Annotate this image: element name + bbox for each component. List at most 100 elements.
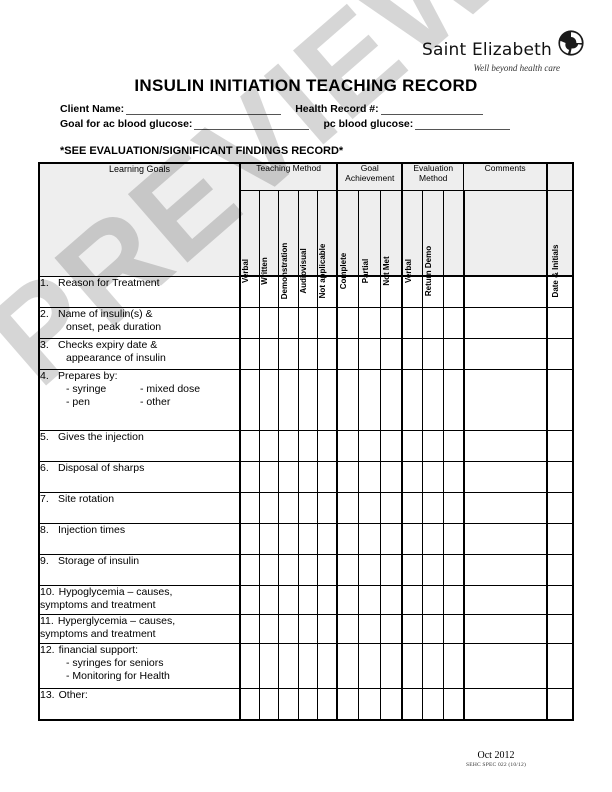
cell-tm-audiovisual[interactable] xyxy=(297,522,319,555)
cell-tm-demonstration[interactable] xyxy=(278,522,299,555)
cell-em-return-demo[interactable] xyxy=(422,613,444,644)
cell-em-blank[interactable] xyxy=(442,429,465,462)
cell-em-blank[interactable] xyxy=(442,642,465,689)
cell-ga-not-met[interactable] xyxy=(380,337,404,370)
cell-em-return-demo[interactable] xyxy=(422,522,444,555)
cell-em-blank[interactable] xyxy=(442,553,465,586)
cell-em-return-demo[interactable] xyxy=(422,553,444,586)
cell-comments[interactable] xyxy=(463,522,549,555)
cell-tm-audiovisual[interactable] xyxy=(297,613,319,644)
cell-ga-complete[interactable] xyxy=(336,584,360,615)
cell-tm-audiovisual[interactable] xyxy=(297,306,319,339)
cell-tm-demonstration[interactable] xyxy=(278,642,299,689)
cell-em-blank[interactable] xyxy=(442,687,465,721)
cell-em-verbal[interactable] xyxy=(401,368,424,431)
cell-ga-partial[interactable] xyxy=(358,460,382,493)
cell-em-blank[interactable] xyxy=(442,337,465,370)
cell-ga-complete[interactable] xyxy=(336,368,360,431)
cell-ga-not-met[interactable] xyxy=(380,687,404,721)
cell-ga-not-met[interactable] xyxy=(380,306,404,339)
cell-em-blank[interactable] xyxy=(442,584,465,615)
cell-date-initials[interactable] xyxy=(546,642,574,689)
cell-ga-complete[interactable] xyxy=(336,306,360,339)
cell-tm-not-applicable[interactable] xyxy=(317,337,339,370)
cell-ga-partial[interactable] xyxy=(358,584,382,615)
cell-tm-not-applicable[interactable] xyxy=(317,429,339,462)
cell-em-blank[interactable] xyxy=(442,613,465,644)
cell-tm-written[interactable] xyxy=(258,306,280,339)
cell-em-return-demo[interactable] xyxy=(422,337,444,370)
cell-tm-verbal[interactable] xyxy=(239,429,260,462)
cell-em-verbal[interactable] xyxy=(401,687,424,721)
cell-em-verbal[interactable] xyxy=(401,584,424,615)
cell-ga-partial[interactable] xyxy=(358,491,382,524)
cell-ga-complete[interactable] xyxy=(336,429,360,462)
cell-ga-not-met[interactable] xyxy=(380,553,404,586)
cell-comments[interactable] xyxy=(463,368,549,431)
cell-comments[interactable] xyxy=(463,337,549,370)
cell-em-return-demo[interactable] xyxy=(422,306,444,339)
cell-em-verbal[interactable] xyxy=(401,429,424,462)
cell-comments[interactable] xyxy=(463,429,549,462)
cell-ga-partial[interactable] xyxy=(358,613,382,644)
cell-tm-verbal[interactable] xyxy=(239,306,260,339)
cell-date-initials[interactable] xyxy=(546,584,574,615)
cell-tm-written[interactable] xyxy=(258,584,280,615)
cell-comments[interactable] xyxy=(463,306,549,339)
cell-tm-verbal[interactable] xyxy=(239,613,260,644)
cell-comments[interactable] xyxy=(463,642,549,689)
cell-em-verbal[interactable] xyxy=(401,522,424,555)
cell-em-verbal[interactable] xyxy=(401,642,424,689)
cell-tm-audiovisual[interactable] xyxy=(297,491,319,524)
cell-em-return-demo[interactable] xyxy=(422,642,444,689)
cell-tm-audiovisual[interactable] xyxy=(297,584,319,615)
cell-tm-demonstration[interactable] xyxy=(278,368,299,431)
cell-tm-not-applicable[interactable] xyxy=(317,687,339,721)
cell-ga-partial[interactable] xyxy=(358,337,382,370)
cell-ga-not-met[interactable] xyxy=(380,491,404,524)
cell-em-verbal[interactable] xyxy=(401,613,424,644)
cell-tm-written[interactable] xyxy=(258,368,280,431)
cell-tm-audiovisual[interactable] xyxy=(297,642,319,689)
cell-tm-written[interactable] xyxy=(258,460,280,493)
cell-tm-not-applicable[interactable] xyxy=(317,584,339,615)
cell-tm-verbal[interactable] xyxy=(239,368,260,431)
cell-tm-verbal[interactable] xyxy=(239,642,260,689)
cell-tm-not-applicable[interactable] xyxy=(317,642,339,689)
cell-em-blank[interactable] xyxy=(442,368,465,431)
cell-tm-not-applicable[interactable] xyxy=(317,491,339,524)
cell-ga-not-met[interactable] xyxy=(380,613,404,644)
cell-ga-partial[interactable] xyxy=(358,306,382,339)
cell-tm-written[interactable] xyxy=(258,337,280,370)
cell-comments[interactable] xyxy=(463,553,549,586)
cell-tm-demonstration[interactable] xyxy=(278,337,299,370)
cell-tm-written[interactable] xyxy=(258,642,280,689)
cell-date-initials[interactable] xyxy=(546,613,574,644)
ac-glucose-input[interactable] xyxy=(194,118,310,130)
cell-date-initials[interactable] xyxy=(546,553,574,586)
cell-tm-not-applicable[interactable] xyxy=(317,613,339,644)
cell-tm-demonstration[interactable] xyxy=(278,491,299,524)
cell-tm-demonstration[interactable] xyxy=(278,687,299,721)
cell-ga-not-met[interactable] xyxy=(380,368,404,431)
cell-date-initials[interactable] xyxy=(546,522,574,555)
cell-ga-complete[interactable] xyxy=(336,642,360,689)
cell-tm-audiovisual[interactable] xyxy=(297,553,319,586)
cell-comments[interactable] xyxy=(463,491,549,524)
cell-em-blank[interactable] xyxy=(442,306,465,339)
cell-tm-demonstration[interactable] xyxy=(278,460,299,493)
cell-tm-written[interactable] xyxy=(258,522,280,555)
cell-em-return-demo[interactable] xyxy=(422,429,444,462)
cell-date-initials[interactable] xyxy=(546,368,574,431)
cell-tm-audiovisual[interactable] xyxy=(297,337,319,370)
cell-tm-not-applicable[interactable] xyxy=(317,460,339,493)
cell-ga-partial[interactable] xyxy=(358,687,382,721)
cell-ga-not-met[interactable] xyxy=(380,460,404,493)
cell-ga-not-met[interactable] xyxy=(380,584,404,615)
cell-date-initials[interactable] xyxy=(546,306,574,339)
cell-tm-demonstration[interactable] xyxy=(278,584,299,615)
cell-comments[interactable] xyxy=(463,687,549,721)
cell-tm-verbal[interactable] xyxy=(239,584,260,615)
cell-em-return-demo[interactable] xyxy=(422,687,444,721)
cell-comments[interactable] xyxy=(463,275,549,308)
